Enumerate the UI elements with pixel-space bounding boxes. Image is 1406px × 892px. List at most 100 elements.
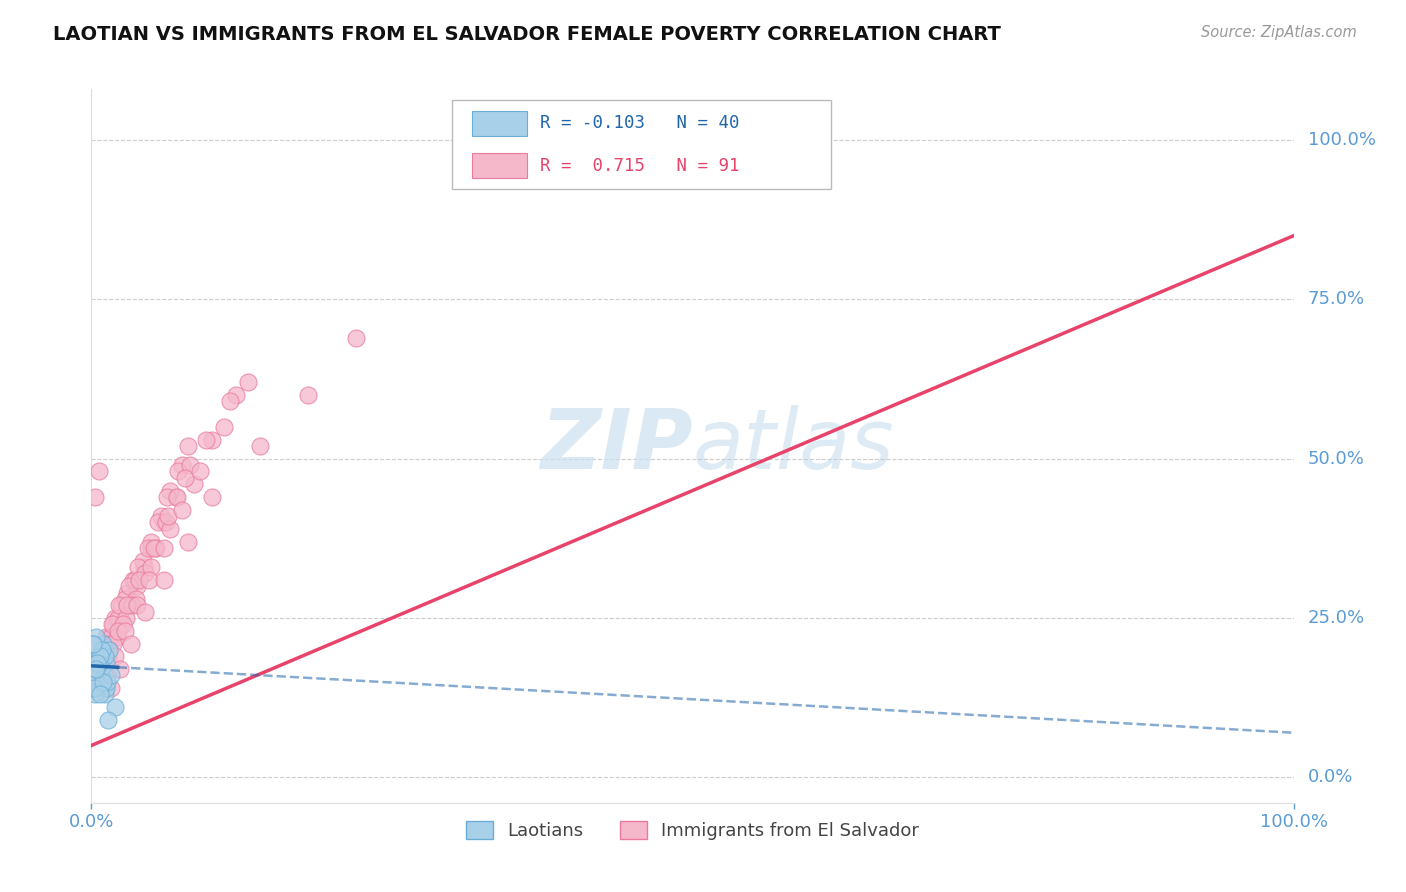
Point	[141, 541, 163, 555]
Point	[188, 465, 211, 479]
Point	[176, 439, 198, 453]
Point	[132, 554, 155, 568]
Point	[141, 560, 163, 574]
Point	[156, 490, 179, 504]
Point	[97, 713, 120, 727]
Point	[89, 662, 111, 676]
Point	[111, 617, 134, 632]
Point	[212, 420, 235, 434]
Point	[114, 624, 136, 638]
Legend: Laotians, Immigrants from El Salvador: Laotians, Immigrants from El Salvador	[458, 814, 927, 847]
Point	[94, 656, 117, 670]
Point	[155, 516, 177, 530]
Point	[84, 662, 107, 676]
Point	[86, 662, 108, 676]
Point	[96, 668, 118, 682]
Point	[125, 591, 148, 606]
Point	[122, 573, 145, 587]
Point	[297, 388, 319, 402]
Point	[110, 599, 132, 613]
Point	[101, 617, 124, 632]
Point	[104, 700, 127, 714]
Point	[100, 630, 122, 644]
Point	[87, 649, 110, 664]
Point	[134, 560, 156, 574]
Point	[89, 688, 111, 702]
Point	[166, 490, 188, 504]
Point	[218, 394, 240, 409]
Point	[201, 490, 224, 504]
Point	[104, 611, 127, 625]
Point	[94, 630, 117, 644]
Text: 100.0%: 100.0%	[1308, 131, 1376, 149]
Point	[152, 541, 174, 555]
Point	[93, 688, 115, 702]
Point	[83, 681, 105, 695]
Point	[118, 579, 141, 593]
Point	[101, 617, 124, 632]
Point	[179, 458, 201, 472]
Point	[134, 566, 156, 581]
Point	[86, 674, 108, 689]
Point	[84, 656, 107, 670]
Point	[100, 681, 122, 695]
Point	[87, 656, 110, 670]
Point	[128, 573, 150, 587]
FancyBboxPatch shape	[451, 100, 831, 189]
Point	[91, 643, 114, 657]
Point	[91, 662, 114, 676]
Point	[120, 636, 142, 650]
Point	[117, 599, 139, 613]
Point	[170, 458, 193, 472]
Point	[201, 433, 224, 447]
Point	[118, 599, 141, 613]
Point	[86, 656, 108, 670]
Point	[104, 649, 127, 664]
Point	[86, 656, 108, 670]
Point	[90, 662, 112, 676]
Point	[105, 630, 128, 644]
Point	[225, 388, 247, 402]
Point	[108, 599, 131, 613]
Point	[125, 579, 148, 593]
Point	[103, 630, 125, 644]
Point	[96, 674, 118, 689]
Point	[344, 331, 367, 345]
Point	[83, 674, 105, 689]
Point	[98, 643, 121, 657]
Point	[91, 643, 114, 657]
Text: LAOTIAN VS IMMIGRANTS FROM EL SALVADOR FEMALE POVERTY CORRELATION CHART: LAOTIAN VS IMMIGRANTS FROM EL SALVADOR F…	[53, 25, 1001, 44]
Point	[194, 433, 217, 447]
Text: R =  0.715   N = 91: R = 0.715 N = 91	[540, 157, 740, 175]
Point	[117, 585, 139, 599]
Point	[91, 662, 114, 676]
Point	[89, 649, 111, 664]
Point	[165, 490, 187, 504]
Point	[93, 636, 115, 650]
Point	[86, 656, 108, 670]
Text: 50.0%: 50.0%	[1308, 450, 1365, 467]
Point	[87, 668, 110, 682]
Point	[157, 509, 180, 524]
Point	[107, 611, 129, 625]
Point	[115, 611, 138, 625]
Point	[98, 630, 121, 644]
Point	[114, 591, 136, 606]
Point	[90, 668, 112, 682]
Point	[249, 439, 271, 453]
Point	[84, 668, 107, 682]
Point	[84, 681, 107, 695]
Point	[101, 636, 124, 650]
Point	[87, 674, 110, 689]
Text: atlas: atlas	[692, 406, 894, 486]
Point	[91, 649, 114, 664]
Point	[96, 643, 118, 657]
Point	[125, 599, 148, 613]
Point	[134, 605, 156, 619]
Point	[146, 516, 169, 530]
Point	[83, 668, 105, 682]
Point	[121, 599, 143, 613]
Point	[98, 643, 121, 657]
Bar	[472, 153, 527, 178]
Point	[152, 516, 174, 530]
